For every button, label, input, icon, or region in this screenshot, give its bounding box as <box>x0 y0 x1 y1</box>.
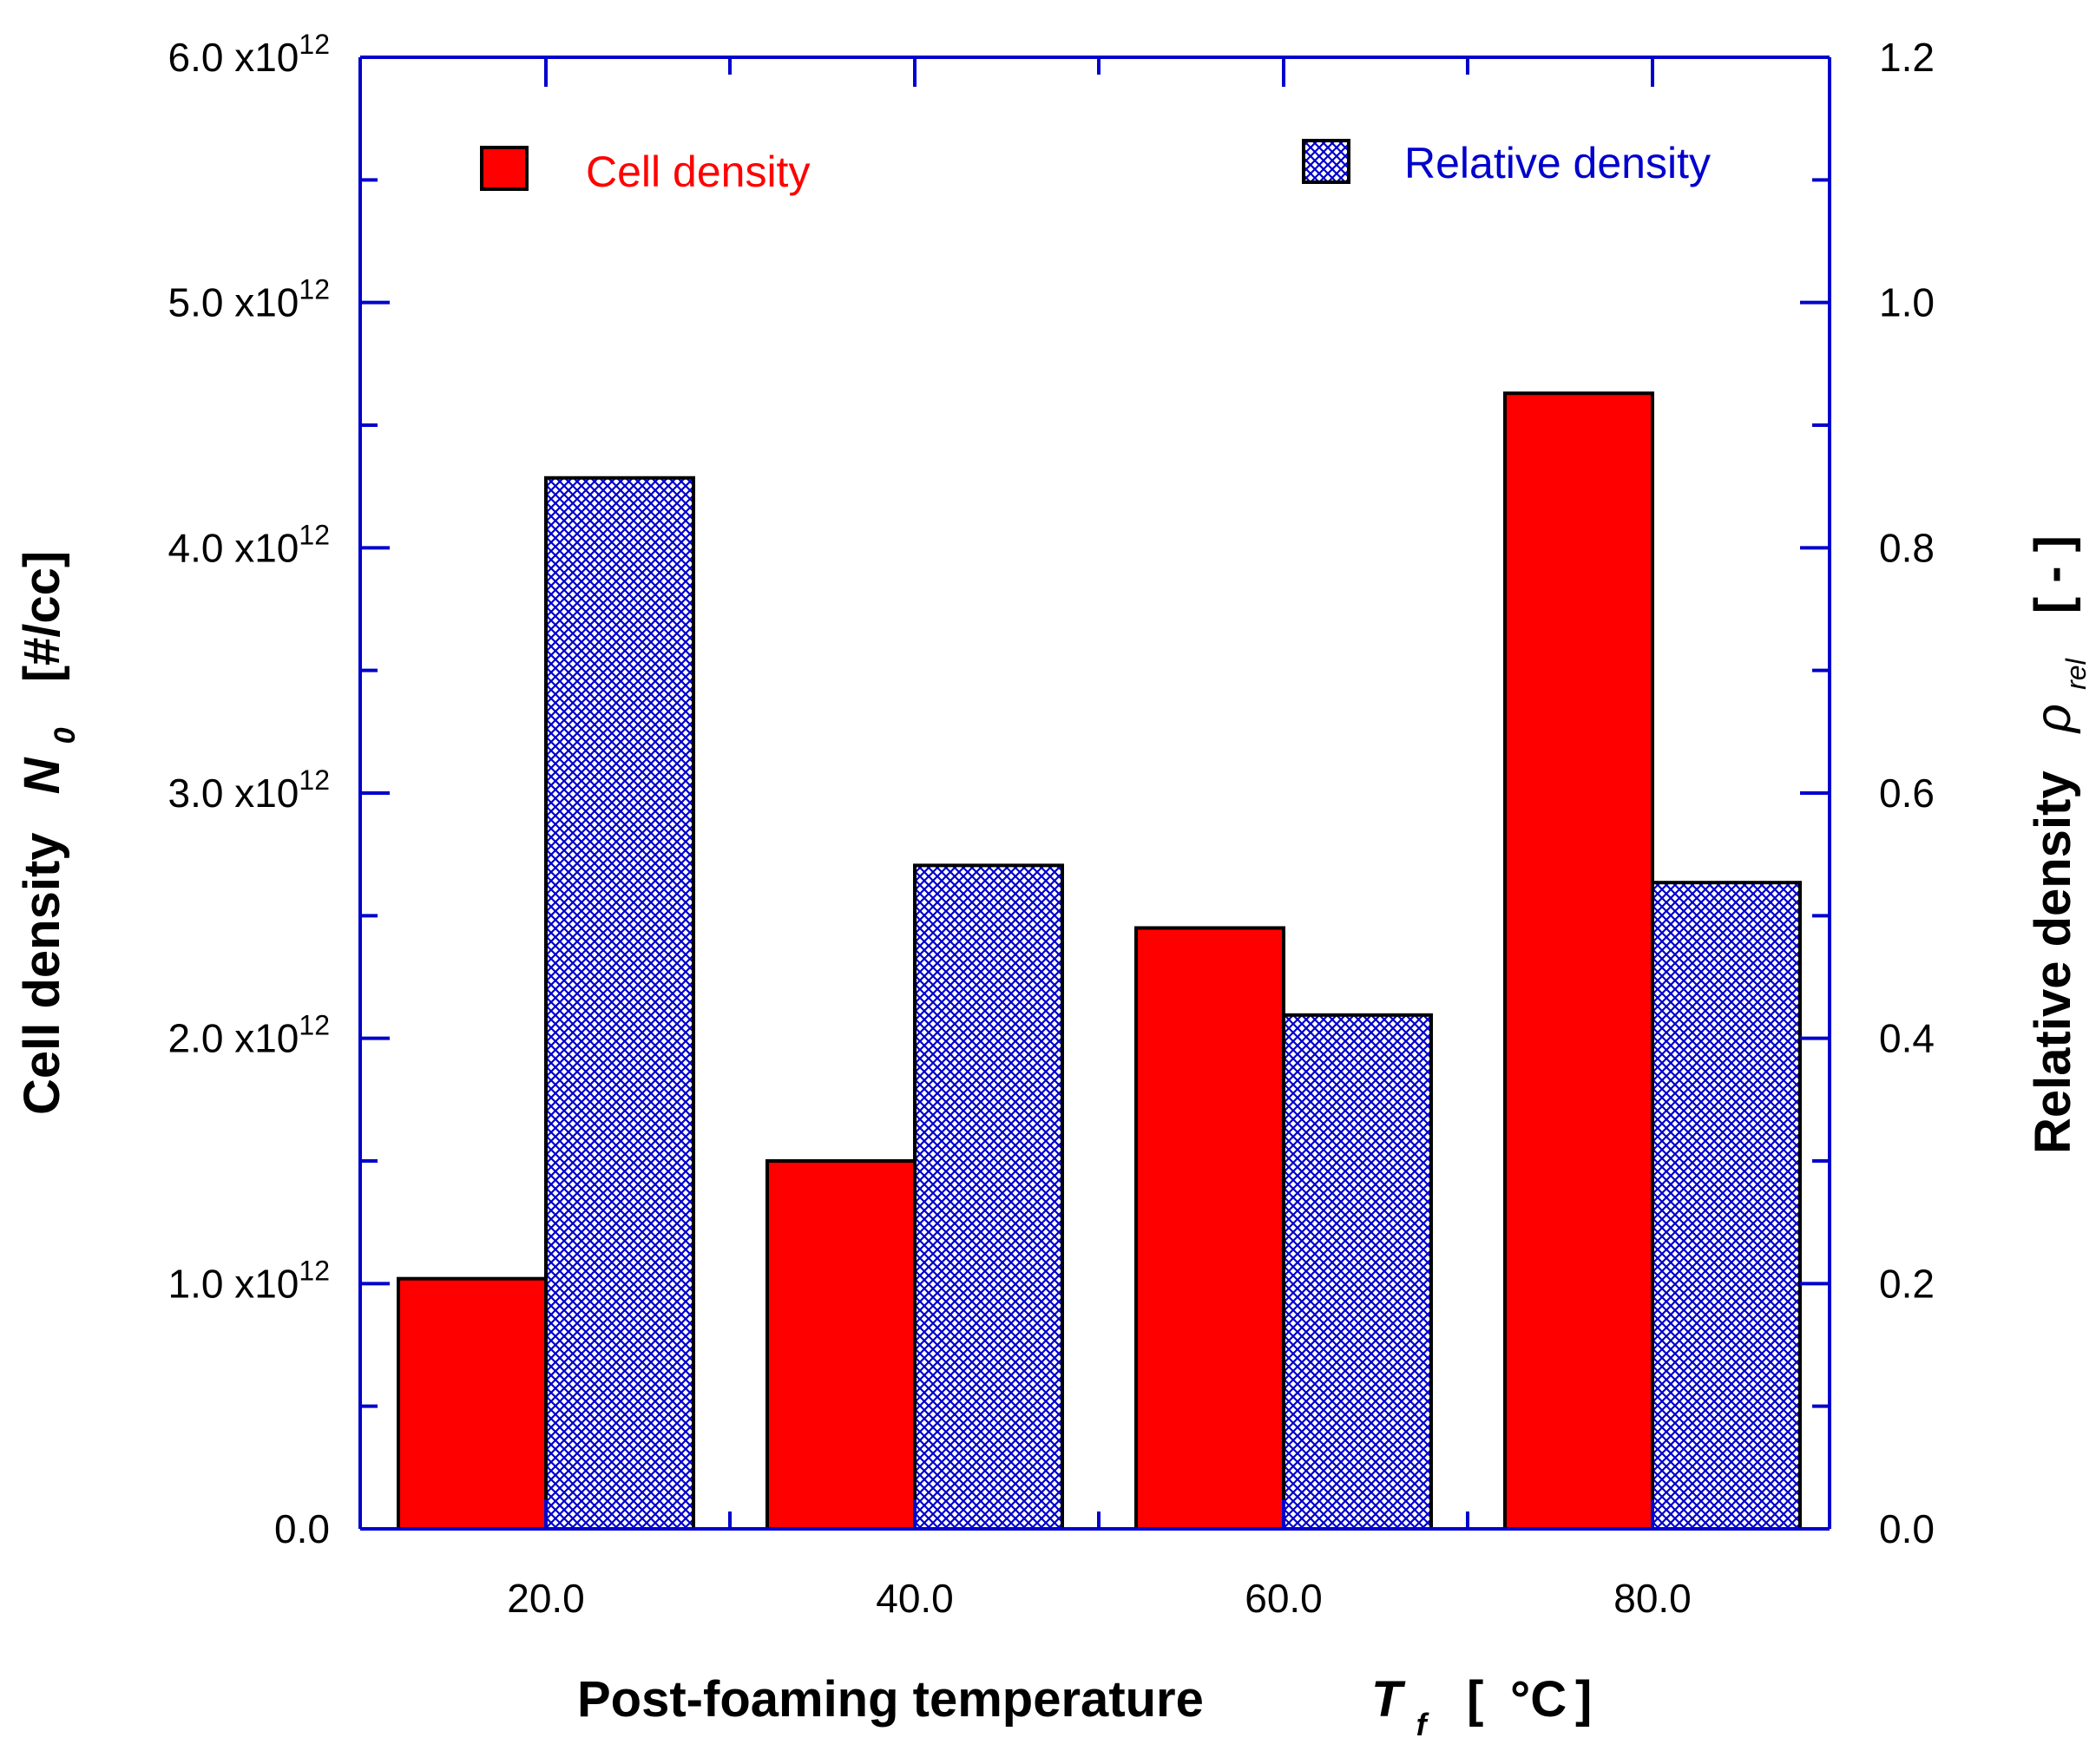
x-axis-unit: °C <box>1510 1671 1567 1728</box>
bar-relative-density-40.0 <box>913 863 1064 1531</box>
legend-label-relative-density: Relative density <box>1404 139 1711 187</box>
bar-relative-density-60.0 <box>1282 1013 1433 1531</box>
right-axis-unit: [ - ] <box>2025 535 2081 613</box>
left-tick-label: 2.0 x1012 <box>168 1010 331 1061</box>
right-axis-title-text: Relative density <box>2025 771 2081 1154</box>
legend-label-cell-density: Cell density <box>586 148 810 196</box>
left-tick-label: 1.0 x1012 <box>168 1255 331 1306</box>
bar-cell-density-80.0 <box>1503 391 1654 1531</box>
x-axis-subscript: f <box>1416 1707 1429 1742</box>
left-tick-labels: 0.0 1.0 x1012 2.0 x1012 3.0 x1012 4.0 x1012 5… <box>168 29 331 1551</box>
x-axis-title: Post-foaming temperature T f [ °C ] <box>577 1671 1592 1747</box>
right-tick-label: 0.8 <box>1879 525 1935 570</box>
bars-group <box>397 391 1802 1531</box>
left-axis-subscript: 0 <box>49 727 82 744</box>
left-tick-label: 5.0 x1012 <box>168 274 331 325</box>
right-tick-label: 0.4 <box>1879 1016 1935 1061</box>
right-axis-subscript: rel <box>2060 658 2092 689</box>
left-axis-symbol: N <box>14 757 70 794</box>
legend-swatch-cell-density <box>480 146 529 191</box>
left-tick-label: 4.0 x1012 <box>168 519 331 570</box>
bar-cell-density-60.0 <box>1134 926 1285 1531</box>
x-axis-symbol: T <box>1371 1671 1406 1728</box>
x-tick-label: 80.0 <box>1613 1576 1692 1621</box>
left-tick-label: 3.0 x1012 <box>168 764 331 816</box>
x-tick-label: 60.0 <box>1245 1576 1323 1621</box>
legend-swatch-relative-density <box>1302 139 1350 184</box>
left-tick-label: 0.0 <box>274 1506 330 1551</box>
bar-cell-density-20.0 <box>397 1276 548 1531</box>
right-tick-label: 0.0 <box>1879 1506 1935 1551</box>
right-axis-title: Relative density ρ rel [ - ] <box>2025 535 2096 1154</box>
x-axis-unit-close: ] <box>1575 1671 1592 1728</box>
right-tick-label: 0.2 <box>1879 1261 1935 1306</box>
right-tick-labels: 0.0 0.2 0.4 0.6 0.8 1.0 1.2 <box>1879 35 1935 1551</box>
right-tick-label: 1.2 <box>1879 35 1935 80</box>
left-tick-label: 6.0 x1012 <box>168 29 331 80</box>
left-axis-title-text: Cell density <box>14 832 70 1115</box>
x-tick-label: 40.0 <box>876 1576 954 1621</box>
right-tick-label: 1.0 <box>1879 280 1935 325</box>
x-axis-unit-open: [ <box>1467 1671 1483 1728</box>
bar-cell-density-40.0 <box>765 1159 917 1531</box>
x-tick-labels: 20.0 40.0 60.0 80.0 <box>507 1576 1692 1621</box>
left-axis-title: Cell density N 0 [#/cc] <box>14 551 86 1115</box>
right-axis-symbol: ρ <box>2025 704 2081 734</box>
bar-relative-density-80.0 <box>1651 881 1802 1531</box>
left-axis-unit: [#/cc] <box>14 551 70 683</box>
bar-relative-density-20.0 <box>544 475 695 1531</box>
x-axis-title-text: Post-foaming temperature <box>577 1671 1204 1728</box>
right-tick-label: 0.6 <box>1879 771 1935 816</box>
axes-frame <box>358 56 1831 1531</box>
x-tick-label: 20.0 <box>507 1576 585 1621</box>
legend: Cell density Relative density <box>480 139 1711 196</box>
